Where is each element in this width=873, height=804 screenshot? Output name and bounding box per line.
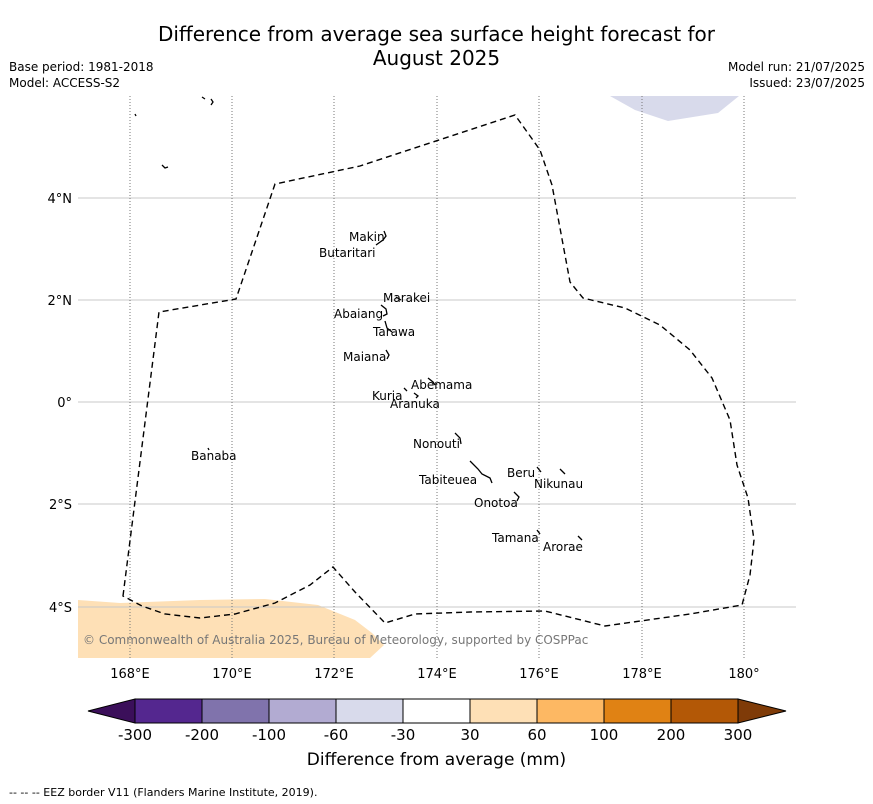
island-label: Tarawa <box>372 325 415 339</box>
island-label: Banaba <box>191 449 237 463</box>
lon-tick-label: 170°E <box>212 667 252 682</box>
island-shape <box>201 96 214 106</box>
lon-tick-label: 180° <box>728 667 759 682</box>
lat-tick-label: 0° <box>57 396 72 411</box>
issued-date: Issued: 23/07/2025 <box>749 76 865 90</box>
lon-axis-labels: 168°E 170°E 172°E 174°E 176°E 178°E 180° <box>110 667 759 682</box>
colorbar-tick: 60 <box>527 726 547 744</box>
island-shape <box>513 491 520 502</box>
copyright-text: © Commonwealth of Australia 2025, Bureau… <box>83 633 588 647</box>
island-shape <box>536 529 541 535</box>
colorbar-bin <box>536 698 605 724</box>
island-label: Maiana <box>343 350 386 364</box>
eez-footnote: -- -- -- EEZ border V11 (Flanders Marine… <box>9 786 318 799</box>
colorbar-bin <box>402 698 471 724</box>
island-label: Makin <box>349 230 385 244</box>
island-shape <box>385 349 390 360</box>
colorbar-tick: 100 <box>589 726 619 744</box>
lon-tick-label: 172°E <box>314 667 354 682</box>
title-line-1: Difference from average sea surface heig… <box>157 22 716 46</box>
lat-tick-label: 4°N <box>48 192 73 207</box>
anomaly-region-negative <box>610 96 739 121</box>
colorbar-extend-high <box>737 698 787 724</box>
colorbar-bin <box>335 698 404 724</box>
island-label: Tamana <box>491 531 539 545</box>
colorbar-tick: -60 <box>323 726 349 744</box>
island-shape <box>454 432 462 445</box>
colorbar-tick: -200 <box>184 726 220 744</box>
colorbar-tick: -30 <box>390 726 416 744</box>
eez-border <box>122 114 755 627</box>
island-label: Tabiteuea <box>418 473 477 487</box>
anomaly-region-positive <box>78 599 384 658</box>
map-area: Makin Butaritari Marakei Abaiang Tarawa … <box>78 96 796 658</box>
island-label: Butaritari <box>319 246 376 260</box>
island-label: Abaiang <box>334 307 383 321</box>
colorbar-tick: 30 <box>460 726 480 744</box>
colorbar-bin <box>268 698 337 724</box>
meta-left: Base period: 1981-2018 Model: ACCESS-S2 <box>9 59 154 91</box>
island-label: Nonouti <box>413 437 460 451</box>
map-title: Difference from average sea surface heig… <box>0 22 873 70</box>
island-label: Marakei <box>383 291 430 305</box>
island-label: Nikunau <box>534 477 583 491</box>
colorbar-tick: -300 <box>117 726 153 744</box>
island-shape <box>207 447 210 451</box>
island-shape <box>469 460 493 484</box>
base-period: Base period: 1981-2018 <box>9 60 154 74</box>
colorbar-bin <box>201 698 270 724</box>
colorbar-bin <box>603 698 672 724</box>
island-shape <box>384 320 393 333</box>
island-shape <box>427 377 436 386</box>
island-shape <box>403 387 419 399</box>
model-run: Model run: 21/07/2025 <box>727 60 865 74</box>
lat-tick-label: 2°N <box>48 294 73 309</box>
island-shape <box>395 296 402 301</box>
island-shapes <box>134 96 583 541</box>
lon-tick-label: 178°E <box>622 667 662 682</box>
colorbar-tick: -100 <box>251 726 287 744</box>
colorbar <box>87 698 787 724</box>
colorbar-extend-low <box>87 698 136 724</box>
island-label: Beru <box>507 466 535 480</box>
island-label: Aranuka <box>390 397 440 411</box>
island-shape <box>161 164 169 169</box>
colorbar-title: Difference from average (mm) <box>306 750 567 770</box>
island-label: Arorae <box>543 540 583 554</box>
island-shape <box>559 468 566 475</box>
lon-tick-label: 176°E <box>519 667 559 682</box>
island-label: Abemama <box>411 378 472 392</box>
colorbar-bin <box>134 698 203 724</box>
lon-tick-label: 168°E <box>110 667 150 682</box>
model-name: Model: ACCESS-S2 <box>9 76 121 90</box>
lat-axis-labels: 4°N 2°N 0° 2°S 4°S <box>48 192 73 616</box>
lat-tick-label: 2°S <box>49 498 72 513</box>
title-line-2: August 2025 <box>372 46 501 70</box>
island-shape <box>134 113 137 117</box>
island-shape <box>536 466 542 473</box>
colorbar-bin <box>469 698 538 724</box>
lat-tick-label: 4°S <box>49 601 72 616</box>
colorbar-bin <box>670 698 739 724</box>
lon-tick-label: 174°E <box>417 667 457 682</box>
island-labels: Makin Butaritari Marakei Abaiang Tarawa … <box>191 230 583 554</box>
meridians <box>129 96 745 658</box>
colorbar-tick: 200 <box>656 726 686 744</box>
island-label: Kuria <box>372 389 403 403</box>
island-shape <box>375 230 387 246</box>
colorbar-tick: 300 <box>723 726 753 744</box>
island-shape <box>380 304 388 317</box>
meta-right: Model run: 21/07/2025 Issued: 23/07/2025 <box>728 59 865 91</box>
island-shape <box>577 535 583 541</box>
island-label: Onotoa <box>474 496 518 510</box>
